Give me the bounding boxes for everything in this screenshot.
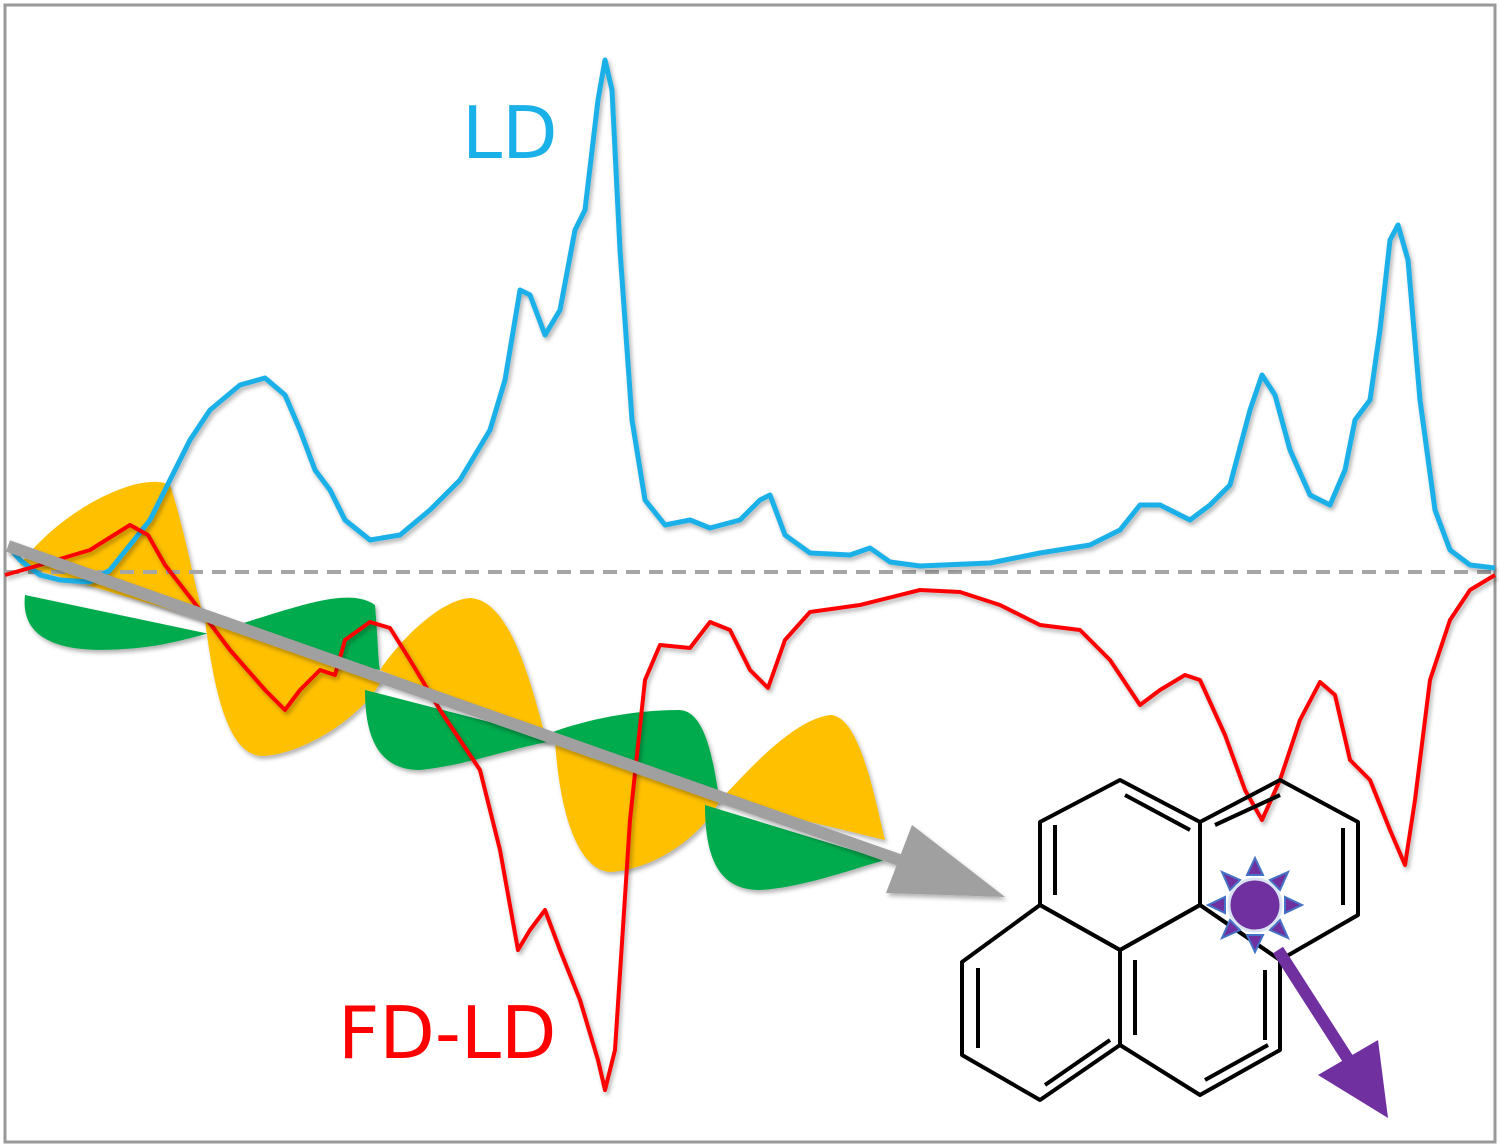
wave-lobe <box>380 598 545 735</box>
wave-lobe <box>24 595 380 670</box>
dipole-arrow <box>1272 946 1361 1074</box>
arrow-shaft <box>6 540 907 868</box>
fd-ld-label: FD-LD <box>338 991 556 1075</box>
fd-ld-spectrum <box>4 523 1497 1092</box>
pyrene <box>960 778 1360 1102</box>
arrow-head <box>886 825 1005 897</box>
wave-lobe <box>205 620 382 756</box>
wave-lobe <box>365 690 560 770</box>
dipole-arrow-head <box>1318 1040 1388 1118</box>
fluorophore <box>1205 855 1388 1118</box>
wave-lobe <box>705 805 885 890</box>
wave-lobe <box>555 740 720 872</box>
ld-label: LD <box>462 91 558 175</box>
wave-lobe <box>20 481 205 620</box>
ld-spectrum <box>8 57 1496 585</box>
propagation-arrow <box>6 540 1005 897</box>
